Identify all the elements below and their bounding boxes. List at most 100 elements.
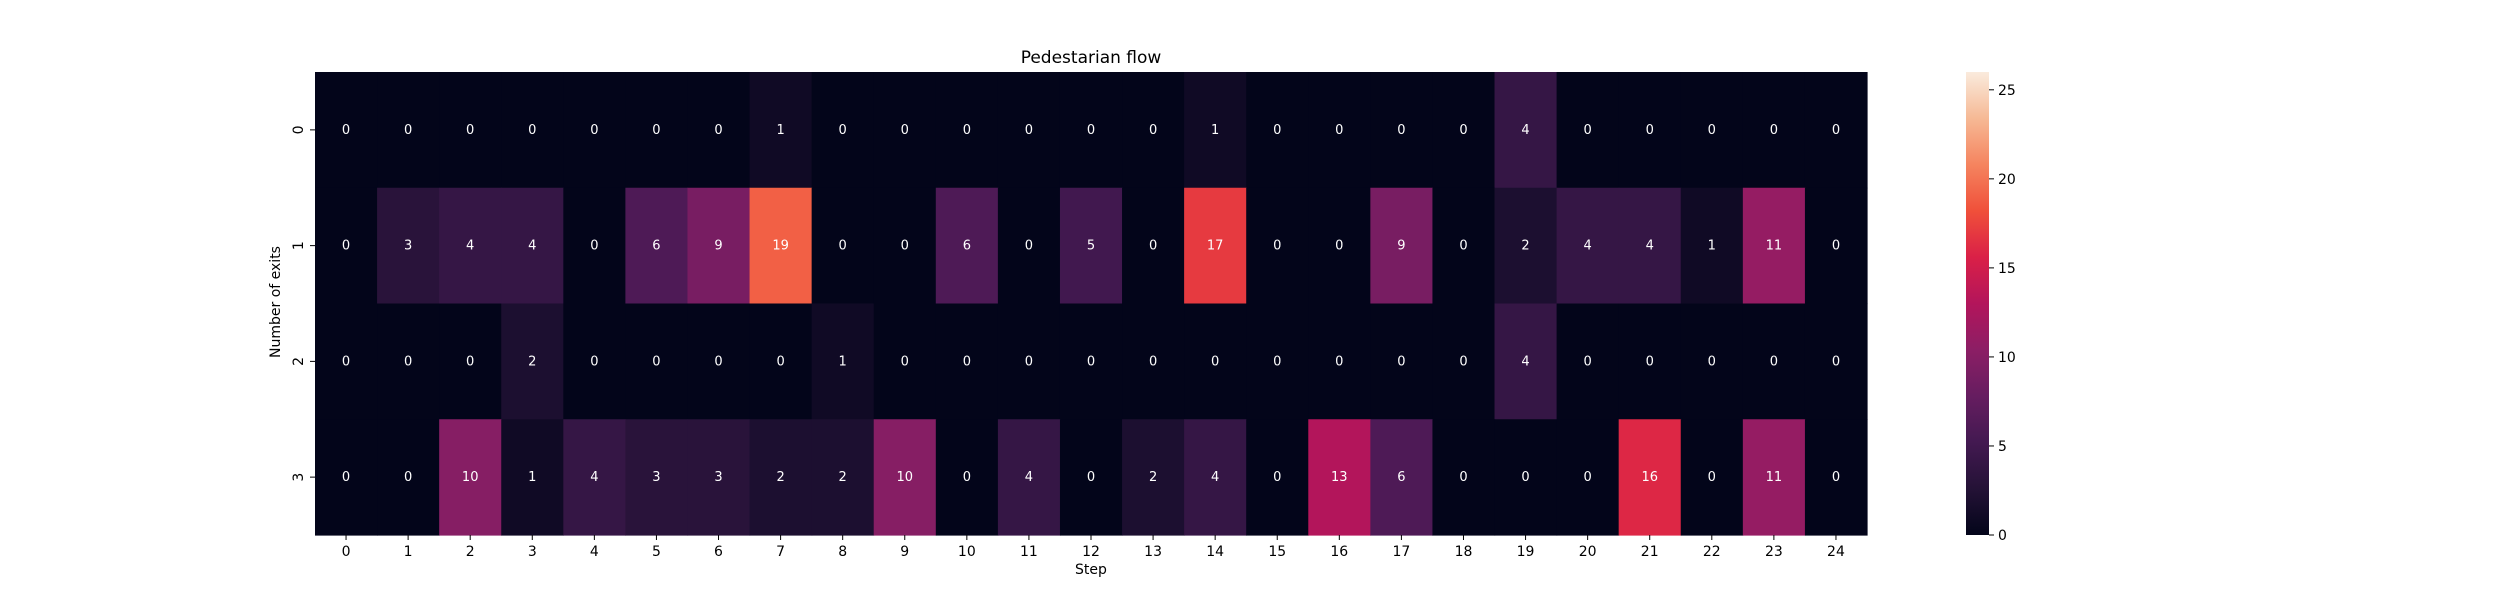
heatmap-cell-label: 0 [1025, 354, 1033, 369]
heatmap-cell [1122, 419, 1185, 536]
heatmap-cell [1432, 303, 1496, 420]
heatmap-cell-label: 4 [1521, 123, 1529, 138]
heatmap-cell-label: 0 [1708, 470, 1716, 485]
heatmap-cell [935, 303, 999, 420]
heatmap-cell [1494, 187, 1558, 305]
heatmap-cell-label: 1 [839, 354, 847, 369]
heatmap-cell [315, 419, 378, 536]
heatmap-cell-label: 0 [1273, 123, 1281, 138]
colorbar-gradient [1966, 72, 1989, 535]
y-tick-label: 2 [291, 357, 307, 366]
heatmap-cell-label: 0 [1832, 123, 1840, 138]
heatmap-cell-label: 4 [590, 470, 598, 485]
heatmap-cell-label: 0 [1583, 470, 1591, 485]
heatmap-cell-label: 0 [1521, 470, 1529, 485]
x-tick-label: 7 [776, 544, 785, 560]
heatmap-cell [997, 419, 1061, 536]
heatmap-cell-label: 0 [901, 354, 909, 369]
heatmap-cell [1494, 419, 1558, 536]
heatmap-cell-label: 0 [839, 123, 847, 138]
x-tick-label: 12 [1082, 544, 1100, 560]
heatmap-cell-label: 0 [404, 354, 412, 369]
heatmap-cell-label: 0 [901, 123, 909, 138]
heatmap-cell [439, 419, 502, 536]
heatmap-cell [811, 419, 875, 536]
heatmap-cell [811, 187, 875, 305]
heatmap-cell [501, 419, 564, 536]
heatmap-cell-label: 4 [1025, 470, 1033, 485]
heatmap-cell-label: 0 [1459, 239, 1467, 254]
heatmap-cell [439, 187, 502, 305]
heatmap-cell [1804, 187, 1868, 305]
heatmap-cell-label: 0 [1087, 470, 1095, 485]
heatmap-cell [1556, 419, 1620, 536]
y-axis-label: Number of exits [268, 246, 284, 358]
heatmap-cell-label: 11 [1766, 239, 1783, 254]
chart-title: Pedestarian flow [1021, 48, 1162, 68]
heatmap-cell-label: 17 [1207, 239, 1224, 254]
heatmap-cell [1432, 72, 1496, 189]
heatmap-cell [1122, 187, 1185, 305]
heatmap-cell-label: 0 [590, 354, 598, 369]
heatmap-cell [1618, 303, 1682, 420]
x-tick-label: 23 [1765, 544, 1783, 560]
heatmap-cell [563, 72, 626, 189]
heatmap-cell-label: 0 [1149, 239, 1157, 254]
heatmap-cell [873, 72, 937, 189]
x-tick-label: 18 [1455, 544, 1473, 560]
heatmap-cell-label: 1 [1708, 239, 1716, 254]
heatmap-cell [1680, 187, 1744, 305]
heatmap-cell [625, 303, 689, 420]
heatmap-cell-label: 0 [1708, 354, 1716, 369]
heatmap-cell-label: 0 [1273, 354, 1281, 369]
x-tick-label: 17 [1392, 544, 1410, 560]
heatmap-cell [563, 419, 626, 536]
heatmap-cell [749, 419, 813, 536]
x-axis-label: Step [1075, 562, 1107, 578]
heatmap-cell-label: 0 [1459, 470, 1467, 485]
heatmap-cell-label: 0 [652, 354, 660, 369]
heatmap-cell [935, 72, 999, 189]
heatmap-cell-label: 0 [1025, 239, 1033, 254]
heatmap-cell [315, 72, 378, 189]
heatmap-cell [811, 303, 875, 420]
heatmap-cell [811, 72, 875, 189]
heatmap-cell [1184, 187, 1247, 305]
heatmap-cell-label: 4 [466, 239, 474, 254]
heatmap-cell [501, 187, 564, 305]
x-tick-label: 1 [404, 544, 413, 560]
heatmap-cell-label: 0 [1583, 354, 1591, 369]
heatmap-cell [625, 187, 689, 305]
heatmap-cell-label: 0 [1397, 123, 1405, 138]
heatmap-cell [625, 419, 689, 536]
heatmap-cell-label: 11 [1766, 470, 1783, 485]
heatmap-cell [1618, 419, 1682, 536]
heatmap-cell-label: 2 [528, 354, 536, 369]
heatmap-cell [935, 419, 999, 536]
heatmap-cell-label: 0 [714, 354, 722, 369]
heatmap-cell [1804, 419, 1868, 536]
heatmap-cell [997, 303, 1061, 420]
heatmap-cell-label: 9 [1397, 239, 1405, 254]
heatmap-cell [687, 187, 751, 305]
heatmap-cell [1184, 419, 1247, 536]
heatmap-cell-label: 0 [1832, 354, 1840, 369]
colorbar-tick-label: 10 [1998, 350, 2016, 366]
heatmap-cell [1742, 303, 1806, 420]
heatmap-cell-label: 0 [1832, 239, 1840, 254]
heatmap-cell [1494, 72, 1558, 189]
x-tick-label: 9 [900, 544, 909, 560]
heatmap-cell [1432, 187, 1496, 305]
heatmap-cell [1370, 419, 1434, 536]
heatmap-cell [1618, 72, 1682, 189]
x-tick-label: 19 [1517, 544, 1535, 560]
heatmap-cell-label: 0 [1583, 123, 1591, 138]
heatmap-cell-label: 2 [1149, 470, 1157, 485]
heatmap-cell-label: 0 [1087, 354, 1095, 369]
heatmap-cell-label: 19 [772, 239, 789, 254]
heatmap-cell [687, 419, 751, 536]
heatmap-cell-label: 0 [404, 123, 412, 138]
x-tick-label: 8 [838, 544, 847, 560]
heatmap-cell-label: 0 [1087, 123, 1095, 138]
heatmap-cell-label: 10 [462, 470, 479, 485]
